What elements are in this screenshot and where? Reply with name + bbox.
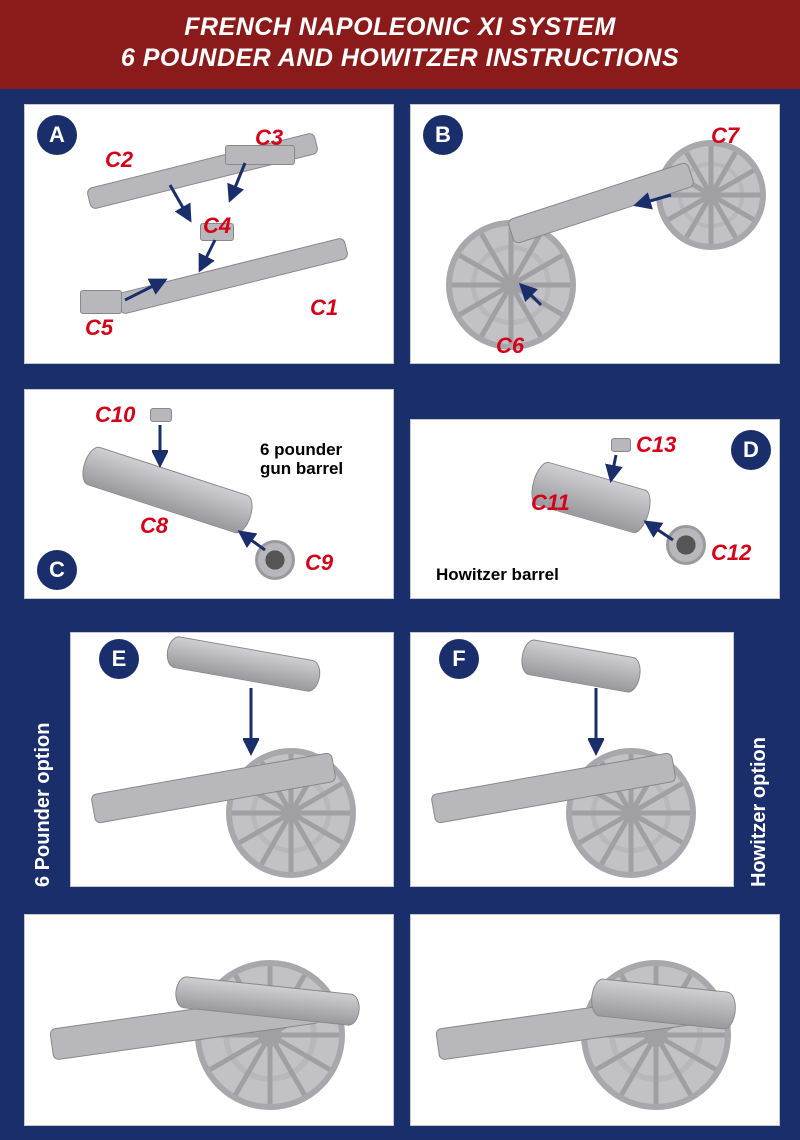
part-label-C6: C6 [496, 333, 524, 359]
step-badge-C: C [37, 550, 77, 590]
panel-G [24, 914, 394, 1126]
barrel-shape [164, 634, 322, 692]
part-label-C12: C12 [711, 540, 751, 566]
part-label-C11: C11 [531, 490, 570, 516]
part-label-C13: C13 [636, 432, 676, 458]
block-shape [80, 290, 122, 314]
muzzle-shape [255, 540, 295, 580]
panel-H [410, 914, 780, 1126]
part-label-C3: C3 [255, 125, 283, 151]
header-line-2: 6 POUNDER AND HOWITZER INSTRUCTIONS [8, 43, 792, 74]
muzzle-shape [666, 525, 706, 565]
block-shape [611, 438, 631, 452]
block-shape [150, 408, 172, 422]
part-label-C8: C8 [140, 513, 168, 539]
panel-desc: Howitzer barrel [436, 565, 559, 585]
step-badge-E: E [99, 639, 139, 679]
wheel-shape [446, 220, 576, 350]
step-badge-B: B [423, 115, 463, 155]
part-label-C5: C5 [85, 315, 113, 341]
assembly-arrow [588, 680, 604, 761]
part-label-C9: C9 [305, 550, 333, 576]
side-label: Howitzer option [748, 632, 771, 887]
part-label-C2: C2 [105, 147, 133, 173]
header-line-1: FRENCH NAPOLEONIC XI SYSTEM [8, 12, 792, 43]
panel-C: C10 C8 C9 6 poundergun barrel C [24, 389, 394, 599]
wheel-shape [656, 140, 766, 250]
panel-A: C2 C3 C4 C1 C5 A [24, 104, 394, 364]
panel-desc: 6 poundergun barrel [260, 440, 343, 479]
step-badge-A: A [37, 115, 77, 155]
part-label-C10: C10 [95, 402, 135, 428]
panel-D: C13 C11 C12 Howitzer barrel D [410, 419, 780, 599]
part-label-C1: C1 [310, 295, 338, 321]
assembly-arrow [243, 680, 259, 761]
part-label-C7: C7 [711, 123, 739, 149]
panel-F: F [410, 632, 734, 887]
header: FRENCH NAPOLEONIC XI SYSTEM 6 POUNDER AN… [0, 0, 800, 89]
barrel-shape [519, 637, 643, 693]
side-label: 6 Pounder option [32, 632, 55, 887]
step-badge-F: F [439, 639, 479, 679]
instruction-grid: C2 C3 C4 C1 C5 A C7 C6 B C10 C8 C9 6 poundergun barr… [0, 89, 800, 1140]
step-badge-D: D [731, 430, 771, 470]
panel-E: E [70, 632, 394, 887]
panel-B: C7 C6 B [410, 104, 780, 364]
part-label-C4: C4 [203, 213, 231, 239]
